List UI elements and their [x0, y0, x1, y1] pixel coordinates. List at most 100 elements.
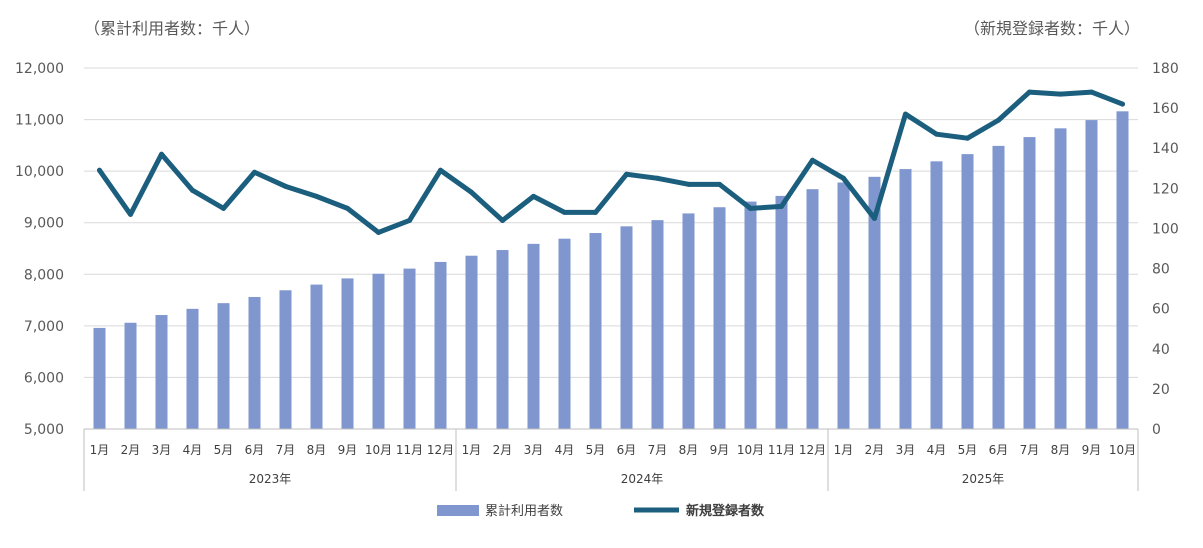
line-point	[376, 230, 381, 235]
month-label: 9月	[338, 443, 358, 457]
right-tick-label: 140	[1152, 141, 1179, 157]
line-point	[1120, 102, 1125, 107]
line-point	[252, 170, 257, 175]
line-point	[221, 206, 226, 211]
month-label: 1月	[90, 443, 110, 457]
month-label: 6月	[617, 443, 637, 457]
right-tick-label: 100	[1152, 221, 1179, 237]
line-point	[748, 206, 753, 211]
bar	[807, 189, 819, 429]
left-axis-unit: （累計利用者数：千人）	[84, 19, 260, 38]
right-tick-label: 0	[1152, 422, 1161, 438]
bar	[993, 146, 1005, 429]
month-label: 12月	[799, 443, 826, 457]
bar	[435, 262, 447, 429]
month-label: 3月	[152, 443, 172, 457]
month-label: 1月	[834, 443, 854, 457]
month-label: 3月	[896, 443, 916, 457]
month-label: 12月	[427, 443, 454, 457]
month-label: 6月	[989, 443, 1009, 457]
line-point	[159, 152, 164, 157]
month-label: 9月	[710, 443, 730, 457]
line-point	[438, 168, 443, 173]
month-label: 10月	[737, 443, 764, 457]
bar	[404, 269, 416, 429]
legend-bar-label: 累計利用者数	[485, 503, 563, 519]
bar	[590, 233, 602, 429]
bar	[1024, 137, 1036, 429]
month-label: 8月	[1051, 443, 1071, 457]
left-axis-ticks: 5,0006,0007,0008,0009,00010,00011,00012,…	[15, 61, 64, 438]
month-label: 3月	[524, 443, 544, 457]
month-label: 8月	[679, 443, 699, 457]
line-point	[1089, 90, 1094, 95]
bar	[187, 309, 199, 429]
bar	[528, 244, 540, 429]
left-tick-label: 9,000	[24, 216, 64, 232]
line-point	[97, 168, 102, 173]
bar	[900, 169, 912, 429]
line-point	[531, 194, 536, 199]
month-label: 9月	[1082, 443, 1102, 457]
left-tick-label: 6,000	[24, 370, 64, 386]
line-point	[779, 204, 784, 209]
line-point	[655, 176, 660, 181]
month-label: 5月	[214, 443, 234, 457]
line-point	[841, 176, 846, 181]
line-point	[345, 206, 350, 211]
right-tick-label: 80	[1152, 262, 1170, 278]
line-point	[562, 210, 567, 215]
month-label: 6月	[245, 443, 265, 457]
month-label: 10月	[1109, 443, 1136, 457]
line-point	[810, 158, 815, 163]
month-label: 10月	[365, 443, 392, 457]
line-point	[128, 212, 133, 217]
right-tick-label: 160	[1152, 101, 1179, 117]
line-point	[190, 188, 195, 193]
left-tick-label: 5,000	[24, 422, 64, 438]
bar	[280, 290, 292, 429]
month-label: 2月	[493, 443, 513, 457]
legend-line-label: 新規登録者数	[686, 503, 765, 519]
month-label: 11月	[396, 443, 423, 457]
month-label: 7月	[276, 443, 296, 457]
bar	[125, 323, 137, 429]
line-point	[624, 172, 629, 177]
line-point	[903, 112, 908, 117]
bar	[156, 315, 168, 429]
month-label: 1月	[462, 443, 482, 457]
line-point	[500, 218, 505, 223]
right-axis-unit: （新規登録者数：千人）	[964, 19, 1140, 38]
legend: 累計利用者数 新規登録者数	[437, 503, 765, 519]
right-tick-label: 20	[1152, 382, 1170, 398]
line-point	[996, 118, 1001, 123]
line-point	[965, 136, 970, 141]
bar	[962, 154, 974, 429]
month-label: 11月	[768, 443, 795, 457]
right-tick-label: 180	[1152, 61, 1179, 77]
left-tick-label: 7,000	[24, 319, 64, 335]
month-label: 7月	[1020, 443, 1040, 457]
bar	[621, 226, 633, 429]
line-point	[407, 218, 412, 223]
bar	[1117, 111, 1129, 429]
month-label: 2月	[865, 443, 885, 457]
bar	[776, 196, 788, 429]
month-label: 4月	[183, 443, 203, 457]
month-label: 4月	[555, 443, 575, 457]
right-tick-label: 120	[1152, 181, 1179, 197]
legend-bar-swatch	[437, 505, 479, 516]
line-point	[469, 190, 474, 195]
bar	[652, 220, 664, 429]
month-label: 5月	[958, 443, 978, 457]
right-tick-label: 60	[1152, 302, 1170, 318]
right-axis-ticks: 020406080100120140160180	[1152, 61, 1179, 438]
year-label: 2025年	[962, 472, 1005, 486]
line-point	[283, 184, 288, 189]
bar	[1055, 128, 1067, 429]
line-point	[314, 194, 319, 199]
line-point	[717, 182, 722, 187]
year-label: 2024年	[621, 472, 664, 486]
left-tick-label: 12,000	[15, 61, 64, 77]
line-point	[934, 132, 939, 137]
